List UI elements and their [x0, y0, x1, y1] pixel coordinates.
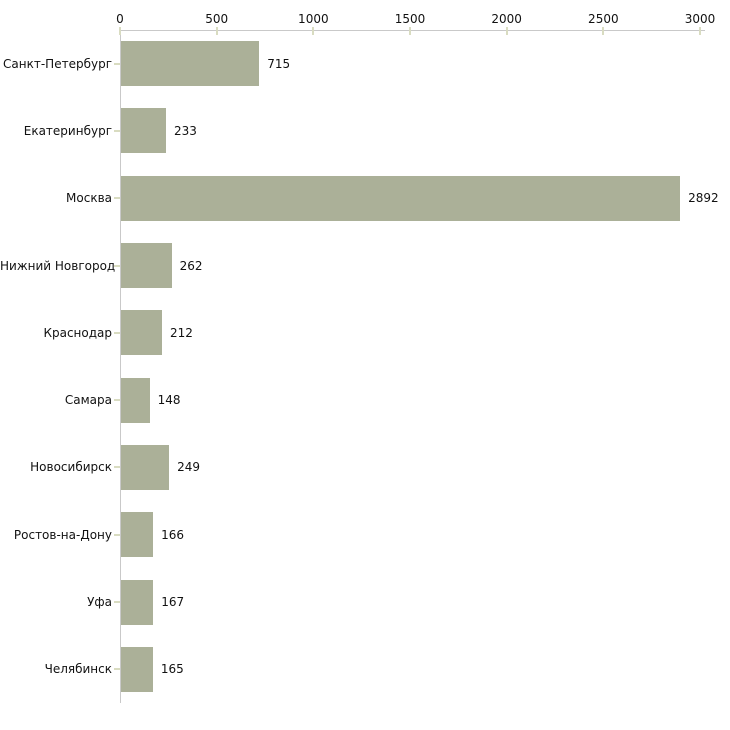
y-tick-mark: [114, 399, 120, 402]
bar: [121, 377, 150, 423]
bar-value-label: 715: [267, 56, 291, 71]
category-label: Москва: [66, 191, 112, 206]
bar-value-label: 148: [157, 393, 181, 408]
bar: [121, 310, 162, 356]
category-label: Нижний Новгород: [0, 258, 116, 273]
bar: [121, 41, 260, 87]
category-label: Уфа: [87, 595, 112, 610]
category-label: Самара: [64, 393, 112, 408]
bar-value-label: 212: [169, 325, 193, 340]
x-tick-label: 1500: [394, 12, 426, 26]
y-tick-mark: [114, 264, 120, 267]
x-tick-label: 2000: [491, 12, 522, 26]
category-label: Санкт-Петербург: [3, 56, 112, 71]
bar-value-label: 233: [174, 123, 197, 138]
x-tick-mark: [602, 27, 605, 35]
y-tick-mark: [114, 331, 120, 334]
x-tick-mark: [312, 27, 315, 35]
x-tick-mark: [699, 27, 701, 35]
category-label: Новосибирск: [30, 460, 112, 475]
y-tick-mark: [114, 129, 120, 132]
x-tick-label: 2500: [588, 12, 619, 26]
y-tick-mark: [114, 466, 120, 469]
bar: [121, 579, 154, 625]
x-tick-label: 500: [205, 12, 229, 26]
x-tick-mark: [215, 27, 218, 35]
bar-value-label: 262: [179, 258, 203, 273]
bar-value-label: 167: [161, 595, 185, 610]
category-label: Краснодар: [43, 325, 112, 340]
bar: [121, 108, 167, 154]
x-tick-mark: [119, 27, 121, 35]
x-tick-label: 3000: [684, 12, 716, 26]
y-tick-mark: [114, 533, 120, 536]
category-label: Челябинск: [44, 662, 112, 677]
x-tick-mark: [505, 27, 508, 35]
x-tick-label: 0: [116, 12, 124, 26]
x-axis-line: [120, 30, 705, 31]
bar: [121, 243, 172, 289]
category-label: Ростов-на-Дону: [13, 527, 112, 542]
category-label: Екатеринбург: [23, 123, 112, 138]
bar: [121, 175, 681, 221]
y-tick-mark: [114, 197, 120, 200]
bar-value-label: 249: [177, 460, 201, 475]
bar-value-label: 165: [160, 662, 184, 677]
bar: [121, 444, 170, 490]
x-tick-label: 1000: [298, 12, 329, 26]
bar-value-label: 2892: [688, 191, 719, 206]
bar-value-label: 166: [161, 527, 184, 542]
bar: [121, 646, 153, 692]
x-tick-mark: [409, 27, 411, 35]
bar: [121, 512, 154, 558]
y-axis-line: [120, 30, 121, 703]
y-tick-mark: [114, 62, 120, 65]
y-tick-mark: [114, 601, 120, 604]
y-tick-mark: [114, 668, 120, 671]
